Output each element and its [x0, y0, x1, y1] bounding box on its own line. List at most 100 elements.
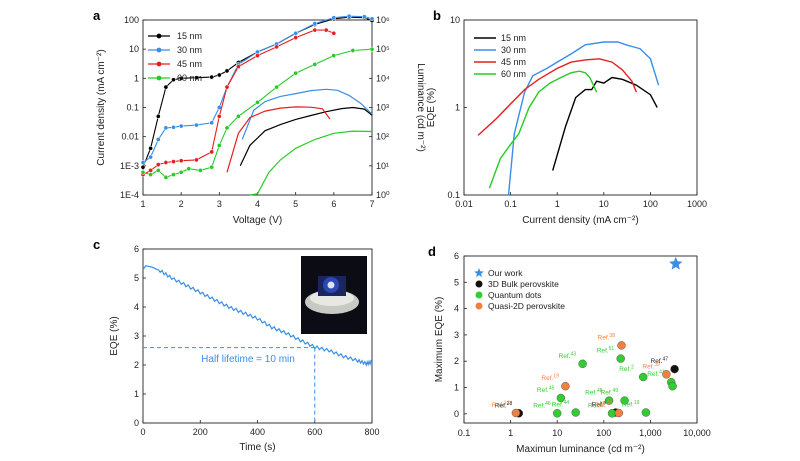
- x-tick-label-d: 100: [596, 428, 611, 438]
- jv-point-2: [178, 158, 184, 164]
- point-label-ref: Ref.: [559, 353, 571, 360]
- point-label: Ref.51: [597, 346, 615, 355]
- point-label-ref: Ref.: [601, 390, 613, 397]
- y-axis-label-c: EQE (%): [109, 316, 120, 355]
- point-label-sup: 38: [609, 333, 615, 339]
- jv-point-1: [163, 125, 169, 131]
- jv-point-2: [293, 35, 299, 40]
- point-label: Ref.45: [537, 386, 555, 395]
- point-label-ref: Ref.: [647, 371, 659, 378]
- y-tick-label-c: 5: [134, 273, 139, 283]
- point-label: Ref.28: [495, 401, 513, 410]
- jv-point-2: [274, 44, 279, 50]
- jv-point-2: [216, 113, 222, 119]
- panel-label: c: [93, 237, 100, 252]
- luminance-line-0: [239, 106, 373, 167]
- jv-point-0: [163, 84, 169, 90]
- legend-label-d: 3D Bulk perovskite: [488, 279, 559, 289]
- y-tick-label-a: 1E-3: [120, 161, 139, 171]
- y-tick-label-d: 6: [454, 251, 459, 261]
- y-tick-label-c: 0: [134, 418, 139, 428]
- point-label-ref: Ref.: [537, 387, 549, 394]
- point-label-sup: 51: [609, 346, 615, 352]
- jv-point-1: [369, 16, 375, 22]
- scatter-point: [639, 372, 648, 382]
- x-tick-label-b: 0.01: [455, 199, 473, 209]
- scatter-point: [617, 341, 626, 350]
- point-label: Ref.41: [647, 370, 665, 379]
- x-tick-label-c: 400: [250, 427, 265, 437]
- legend-label-b: 30 nm: [501, 45, 526, 55]
- y-tick-label-b: 1: [455, 103, 460, 113]
- point-label-sup: 49: [613, 388, 619, 394]
- jv-point-1: [155, 137, 161, 142]
- jv-point-3: [163, 175, 169, 180]
- x-tick-label-a: 5: [293, 199, 298, 209]
- point-label-sup: 50: [600, 401, 606, 407]
- point-label-sup: 43: [571, 351, 577, 357]
- inset-light: [327, 281, 335, 289]
- y-tick-label-a: 10: [129, 44, 139, 54]
- jv-point-3: [369, 46, 375, 52]
- point-label-ref: Ref.: [619, 366, 631, 373]
- point-label-ref: Ref.: [597, 348, 609, 355]
- x-axis-label-b: Current density (mA cm⁻²): [522, 215, 638, 226]
- point-label-sup: 39: [654, 362, 660, 368]
- scatter-point: [668, 382, 677, 391]
- decay-line: [142, 265, 373, 367]
- panel-a: a 1 2 3 4 5 6 7 1E-4 1E-3 0.01 0.1 1 10 100 10⁰ 10¹ 10² 10…: [93, 8, 426, 226]
- x-tick-label-d: 1: [508, 428, 513, 438]
- jv-line-2: [142, 29, 335, 176]
- jv-point-2: [148, 168, 153, 173]
- point-label: Ref.2: [619, 365, 634, 374]
- jv-point-1: [331, 15, 337, 21]
- point-label-ref: Ref.: [588, 402, 600, 409]
- point-label-sup: 48: [597, 388, 603, 394]
- scatter-point: [604, 396, 614, 405]
- legend-label-a: 15 nm: [177, 31, 202, 41]
- jv-point-3: [350, 48, 356, 53]
- our-work-star: [669, 256, 683, 270]
- x-tick-label-a: 6: [331, 199, 336, 209]
- x-axis-label-d: Maximun luminance (cd m⁻²): [516, 444, 645, 455]
- y2-tick-label-a: 10⁴: [376, 73, 390, 83]
- y-tick-label-d: 2: [454, 356, 459, 366]
- point-label-sup: 19: [553, 374, 559, 380]
- legend-marker-d: [475, 291, 483, 299]
- point-label: Ref.48: [585, 388, 603, 397]
- point-label-ref: Ref.: [595, 402, 607, 409]
- y-tick-label-c: 6: [134, 244, 139, 254]
- legend-label-b: 60 nm: [501, 69, 526, 79]
- x-tick-label-d: 1,000: [639, 428, 662, 438]
- y-axis-label-b: EQE (%): [426, 88, 437, 127]
- legend-label-a: 60 nm: [177, 73, 202, 83]
- jv-point-0: [209, 74, 215, 80]
- luminance-line-2: [226, 106, 331, 173]
- x-tick-label-c: 200: [193, 427, 208, 437]
- point-label-ref: Ref.: [541, 375, 553, 382]
- y-tick-label-c: 3: [134, 331, 139, 341]
- scatter-point: [553, 409, 562, 418]
- y2-tick-label-a: 10¹: [376, 161, 389, 171]
- point-label-sup: 47: [663, 357, 669, 363]
- legend-label-b: 15 nm: [501, 33, 526, 43]
- point-label-sup: 45: [549, 386, 555, 392]
- y-tick-label-c: 2: [134, 360, 139, 370]
- jv-point-2: [209, 149, 215, 155]
- point-label: Ref.47: [651, 357, 669, 366]
- point-label: Ref.19: [541, 374, 559, 383]
- point-label-sup: 19: [634, 400, 640, 406]
- jv-point-1: [194, 122, 199, 128]
- jv-point-2: [331, 30, 337, 36]
- scatter-point: [614, 408, 623, 418]
- x-tick-label-a: 1: [140, 199, 145, 209]
- legend-label-d: Quantum dots: [488, 290, 541, 300]
- y-tick-label-a: 0.01: [121, 132, 139, 142]
- luminance-line-3: [249, 130, 373, 196]
- jv-point-1: [148, 154, 153, 160]
- point-label-ref: Ref.: [642, 363, 654, 370]
- point-label: Ref.46: [533, 401, 551, 410]
- eqe-line-3: [488, 70, 598, 189]
- jv-point-3: [312, 62, 318, 67]
